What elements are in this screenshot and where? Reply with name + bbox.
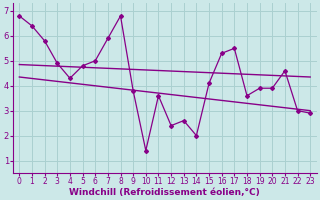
X-axis label: Windchill (Refroidissement éolien,°C): Windchill (Refroidissement éolien,°C) (69, 188, 260, 197)
